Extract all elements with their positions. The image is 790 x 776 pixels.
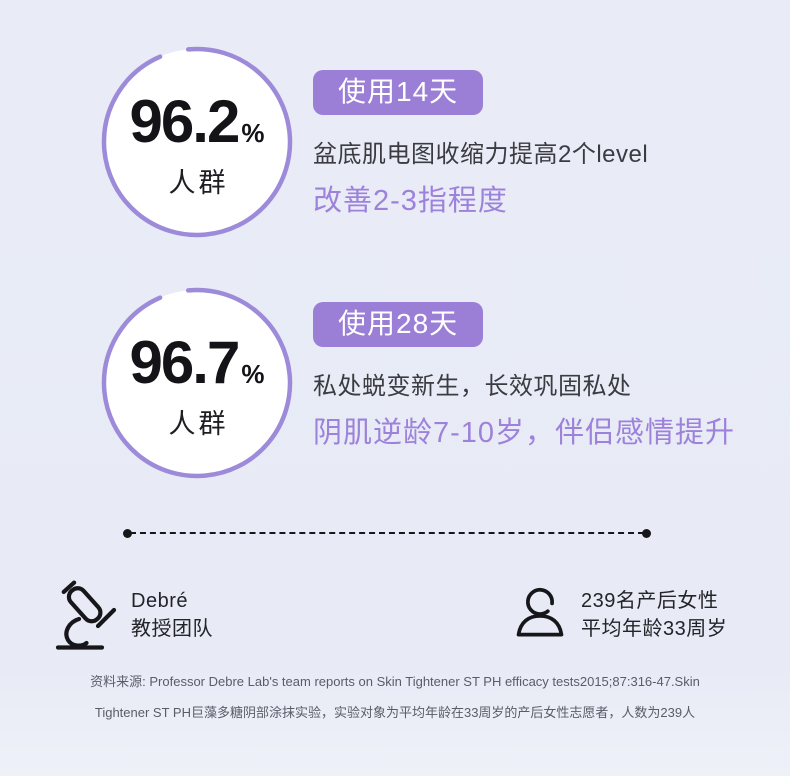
credential-participants: 239名产后女性 平均年龄33周岁 bbox=[512, 586, 727, 644]
footer-citation-line-2: Tightener ST PH巨藻多糖阴部涂抹实验，实验对象为平均年龄在33周岁… bbox=[94, 705, 696, 720]
credential-name: Debré bbox=[131, 590, 188, 612]
dotted-divider bbox=[123, 529, 651, 538]
stat-circle-14days: 96.2 % 人群 bbox=[101, 46, 293, 238]
credential-lab-team: Debré 教授团队 bbox=[54, 580, 213, 650]
stat-content-14days: 使用14天 盆底肌电图收缩力提高2个level 改善2-3指程度 bbox=[313, 70, 648, 219]
participants-age: 平均年龄33周岁 bbox=[581, 618, 728, 640]
percent-symbol: % bbox=[241, 358, 265, 389]
stat-circle-text: 96.7 % 人群 bbox=[101, 287, 293, 479]
highlight-line: 阴肌逆龄7-10岁，伴侣感情提升 bbox=[313, 417, 736, 449]
usage-duration-badge: 使用28天 bbox=[313, 302, 484, 347]
circle-ring-icon bbox=[101, 287, 293, 479]
result-line: 私处蜕变新生，长效巩固私处 bbox=[313, 373, 632, 400]
percent-readout: 96.2 % bbox=[130, 87, 265, 156]
credential-text: 239名产后女性 平均年龄33周岁 bbox=[581, 587, 727, 643]
group-label: 人群 bbox=[168, 408, 229, 439]
percent-symbol: % bbox=[241, 117, 265, 148]
highlight-line: 改善2-3指程度 bbox=[313, 185, 508, 217]
group-label: 人群 bbox=[168, 167, 229, 198]
stat-content-28days: 使用28天 私处蜕变新生，长效巩固私处 阴肌逆龄7-10岁，伴侣感情提升 bbox=[313, 302, 735, 451]
circle-ring-icon bbox=[101, 46, 293, 238]
footer-citation-line-1: 资料来源: Professor Debre Lab's team reports… bbox=[90, 674, 700, 689]
divider-dot-right bbox=[642, 529, 651, 538]
stat-circle-text: 96.2 % 人群 bbox=[101, 46, 293, 238]
microscope-icon bbox=[55, 580, 117, 650]
participants-count: 239名产后女性 bbox=[581, 590, 719, 612]
percent-readout: 96.7 % bbox=[130, 328, 265, 397]
divider-dashed-line bbox=[130, 532, 644, 534]
person-icon bbox=[516, 587, 564, 637]
percent-value: 96.7 bbox=[129, 328, 241, 396]
footer-citation: 资料来源: Professor Debre Lab's team reports… bbox=[0, 672, 790, 723]
divider-dot-left bbox=[123, 529, 132, 538]
percent-value: 96.2 bbox=[129, 87, 241, 155]
usage-duration-badge: 使用14天 bbox=[313, 70, 484, 115]
credential-role: 教授团队 bbox=[131, 618, 213, 640]
result-line: 盆底肌电图收缩力提高2个level bbox=[313, 141, 649, 168]
credential-text: Debré 教授团队 bbox=[131, 587, 213, 643]
stat-circle-28days: 96.7 % 人群 bbox=[101, 287, 293, 479]
